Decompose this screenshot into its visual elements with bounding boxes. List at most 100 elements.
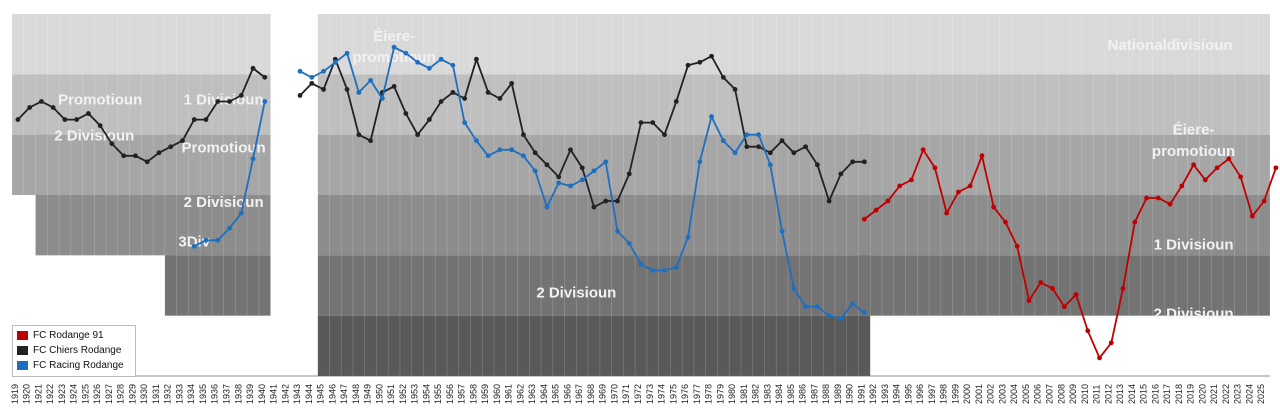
data-point-fc-racing-rodange-1943: [297, 68, 303, 74]
data-point-fc-racing-rodange-1947: [344, 50, 350, 56]
tier-band-2-segment-4: [317, 74, 871, 135]
data-point-fc-chiers-rodange-1969: [603, 198, 609, 204]
data-point-fc-rodange-91-1992: [873, 207, 879, 213]
x-tick-label-1973: 1973: [645, 384, 655, 404]
x-tick-label-1984: 1984: [774, 384, 784, 404]
gap-column-1941: [270, 14, 283, 376]
data-point-fc-chiers-rodange-1955: [438, 99, 444, 104]
data-point-fc-racing-rodange-1953: [415, 59, 421, 65]
data-point-fc-chiers-rodange-1936: [215, 99, 221, 104]
data-point-fc-rodange-91-2003: [1003, 219, 1008, 225]
x-tick-label-2007: 2007: [1045, 384, 1055, 404]
x-tick-label-1971: 1971: [621, 384, 631, 404]
data-point-fc-chiers-rodange-1926: [97, 123, 103, 129]
division-label-14: 2 Divisioun: [1154, 306, 1234, 323]
x-tick-label-1933: 1933: [175, 384, 185, 404]
x-tick-label-1937: 1937: [222, 384, 232, 404]
data-point-fc-racing-rodange-1948: [356, 90, 362, 95]
x-tick-label-2011: 2011: [1092, 385, 1102, 404]
data-point-fc-racing-rodange-1954: [426, 65, 432, 71]
data-point-fc-chiers-rodange-1978: [709, 53, 714, 59]
war-gap-columns: [270, 14, 318, 376]
data-point-fc-chiers-rodange-1957: [462, 96, 468, 101]
data-point-fc-chiers-rodange-1959: [485, 90, 491, 95]
division-label-2: promotioun: [352, 49, 435, 66]
x-tick-label-1934: 1934: [186, 384, 196, 404]
data-point-fc-racing-rodange-1959: [485, 153, 491, 159]
x-tick-label-1922: 1922: [45, 384, 55, 404]
x-tick-label-1942: 1942: [280, 384, 290, 404]
x-tick-label-2025: 2025: [1256, 384, 1266, 404]
x-tick-label-2015: 2015: [1139, 384, 1149, 404]
x-tick-label-1927: 1927: [104, 384, 114, 404]
data-point-fc-chiers-rodange-1924: [74, 117, 80, 122]
data-point-fc-chiers-rodange-1922: [50, 105, 56, 110]
x-tick-label-1997: 1997: [927, 384, 937, 404]
club-series: [15, 44, 1279, 361]
data-point-fc-chiers-rodange-1925: [86, 111, 91, 116]
data-point-fc-rodange-91-2019: [1191, 162, 1196, 168]
data-point-fc-racing-rodange-1960: [497, 147, 503, 153]
data-point-fc-rodange-91-1991: [861, 216, 867, 222]
data-point-fc-chiers-rodange-1968: [591, 204, 597, 210]
data-point-fc-rodange-91-2001: [979, 153, 985, 159]
data-point-fc-chiers-rodange-1987: [814, 162, 820, 168]
x-tick-label-1988: 1988: [821, 384, 831, 404]
x-tick-label-1948: 1948: [351, 384, 361, 404]
data-point-fc-racing-rodange-1980: [732, 150, 738, 156]
data-point-fc-chiers-rodange-1989: [838, 171, 844, 177]
data-point-fc-racing-rodange-1977: [697, 159, 703, 165]
data-point-fc-rodange-91-2002: [991, 204, 997, 210]
data-point-fc-rodange-91-2017: [1167, 201, 1173, 207]
x-tick-label-2018: 2018: [1174, 384, 1184, 404]
x-tick-label-1935: 1935: [198, 384, 208, 404]
division-label-3: Nationaldivisioun: [1108, 37, 1233, 54]
data-point-fc-racing-rodange-1966: [568, 183, 573, 189]
data-point-fc-rodange-91-2020: [1202, 177, 1208, 183]
data-point-fc-racing-rodange-1955: [438, 56, 444, 62]
data-point-fc-rodange-91-2000: [967, 183, 973, 189]
data-point-fc-racing-rodange-1934: [191, 243, 197, 249]
x-tick-label-1962: 1962: [515, 384, 525, 404]
data-point-fc-rodange-91-1998: [944, 210, 950, 216]
data-point-fc-chiers-rodange-1965: [556, 174, 562, 180]
x-tick-label-2001: 2001: [974, 384, 984, 404]
data-point-fc-racing-rodange-1944: [309, 74, 315, 80]
legend-swatch-chiers-rodange: [17, 346, 28, 355]
x-tick-label-1958: 1958: [468, 384, 478, 404]
x-tick-label-1964: 1964: [539, 384, 549, 404]
data-point-fc-chiers-rodange-1940: [262, 74, 268, 80]
data-point-fc-rodange-91-2021: [1214, 165, 1220, 171]
x-tick-label-1953: 1953: [410, 384, 420, 404]
data-point-fc-chiers-rodange-1938: [238, 93, 244, 98]
gap-column-1942: [282, 14, 295, 376]
data-point-fc-racing-rodange-1949: [368, 77, 373, 83]
data-point-fc-rodange-91-2018: [1179, 183, 1185, 189]
legend-label-rodange-91: FC Rodange 91: [33, 330, 104, 341]
tier-band-1-segment-5: [858, 14, 1270, 75]
data-point-fc-racing-rodange-1939: [250, 156, 256, 162]
data-point-fc-chiers-rodange-1944: [309, 80, 315, 86]
tier-band-2-segment-3: [164, 74, 271, 135]
data-point-fc-racing-rodange-1984: [779, 228, 785, 234]
x-tick-label-1943: 1943: [292, 384, 302, 404]
x-tick-label-1993: 1993: [880, 384, 890, 404]
x-tick-label-1947: 1947: [339, 384, 349, 404]
data-point-fc-rodange-91-2009: [1073, 292, 1079, 297]
x-tick-label-1919: 1919: [10, 384, 20, 404]
data-point-fc-chiers-rodange-1974: [662, 132, 667, 138]
data-point-fc-rodange-91-2024: [1249, 213, 1255, 219]
x-tick-label-2013: 2013: [1115, 384, 1125, 404]
data-point-fc-chiers-rodange-1988: [826, 198, 832, 204]
data-point-fc-chiers-rodange-1961: [509, 80, 515, 86]
data-point-fc-chiers-rodange-1970: [615, 198, 620, 204]
data-point-fc-chiers-rodange-1928: [121, 153, 127, 159]
data-point-fc-racing-rodange-1972: [638, 261, 644, 267]
division-label-7: Promotioun: [182, 140, 266, 157]
series-fc-racing-rodange: [191, 44, 867, 322]
data-point-fc-rodange-91-2007: [1050, 286, 1055, 291]
data-point-fc-chiers-rodange-1963: [532, 150, 538, 156]
data-point-fc-racing-rodange-1937: [227, 225, 232, 231]
series-line-fc-chiers-rodange-1: [17, 66, 266, 163]
